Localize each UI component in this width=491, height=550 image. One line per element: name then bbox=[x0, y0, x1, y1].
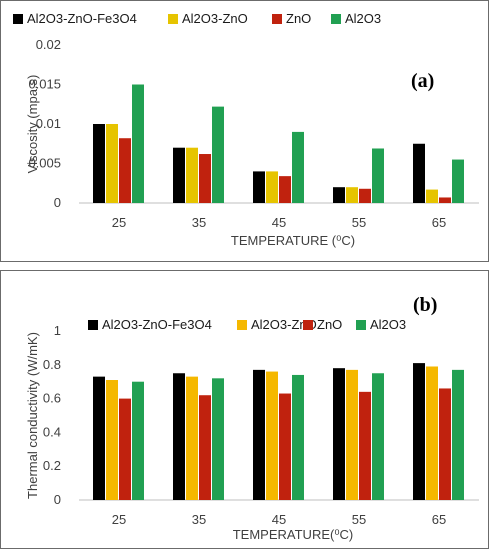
bar bbox=[413, 363, 425, 500]
x-tick-label: 65 bbox=[432, 512, 446, 527]
legend-swatch bbox=[168, 14, 178, 24]
bar bbox=[93, 124, 105, 203]
bar bbox=[452, 369, 464, 500]
bar bbox=[426, 366, 438, 500]
y-axis-title: Thermal conductivity (W/mK) bbox=[25, 332, 40, 499]
y-tick-label: 0.015 bbox=[28, 77, 61, 92]
panel-label: (b) bbox=[413, 294, 437, 316]
x-tick-label: 25 bbox=[112, 512, 126, 527]
bar bbox=[292, 374, 304, 500]
bar bbox=[266, 171, 278, 203]
bar bbox=[132, 84, 144, 203]
y-tick-label: 0 bbox=[54, 195, 61, 210]
legend-label: Al2O3-ZnO-Fe3O4 bbox=[102, 317, 212, 332]
viscosity-chart-panel: 0 0.005 0.01 0.015 0.02 Viscosity (mpa.s) 25 35… bbox=[0, 0, 489, 262]
viscosity-chart: 0 0.005 0.01 0.015 0.02 Viscosity (mpa.s) 25 35… bbox=[13, 11, 479, 248]
legend-label: Al2O3-ZnO bbox=[182, 11, 248, 26]
bar bbox=[186, 147, 198, 203]
bar bbox=[372, 373, 384, 500]
y-tick-label: 0 bbox=[54, 492, 61, 507]
bar bbox=[93, 376, 105, 500]
legend-swatch bbox=[303, 320, 313, 330]
y-tick-label: 0.02 bbox=[36, 37, 61, 52]
legend-label: Al2O3 bbox=[345, 11, 381, 26]
x-tick-label: 35 bbox=[192, 215, 206, 230]
bar bbox=[333, 368, 345, 500]
bar bbox=[212, 106, 224, 203]
y-tick-label: 1 bbox=[54, 323, 61, 338]
y-tick-label: 0.005 bbox=[28, 156, 61, 171]
legend-label: ZnO bbox=[317, 317, 342, 332]
legend-label: Al2O3-ZnO-Fe3O4 bbox=[27, 11, 137, 26]
x-tick-label: 35 bbox=[192, 512, 206, 527]
bar bbox=[106, 124, 118, 203]
bar bbox=[106, 380, 118, 500]
x-tick-label: 45 bbox=[272, 512, 286, 527]
bar bbox=[346, 369, 358, 500]
legend-swatch bbox=[356, 320, 366, 330]
bar bbox=[119, 398, 131, 500]
bar bbox=[439, 197, 451, 203]
bar bbox=[132, 381, 144, 500]
bar bbox=[186, 376, 198, 500]
legend-swatch bbox=[237, 320, 247, 330]
y-tick-label: 0.2 bbox=[43, 458, 61, 473]
bar bbox=[359, 188, 371, 203]
bar bbox=[253, 369, 265, 500]
x-tick-label: 45 bbox=[272, 215, 286, 230]
bar bbox=[199, 395, 211, 500]
y-tick-label: 0.01 bbox=[36, 116, 61, 131]
bar bbox=[359, 391, 371, 500]
bar bbox=[333, 187, 345, 203]
y-tick-label: 0.8 bbox=[43, 357, 61, 372]
bar bbox=[426, 189, 438, 203]
bar bbox=[199, 154, 211, 203]
y-tick-label: 0.6 bbox=[43, 391, 61, 406]
bar bbox=[372, 148, 384, 203]
bar bbox=[279, 393, 291, 500]
bar bbox=[346, 187, 358, 203]
y-tick-label: 0.4 bbox=[43, 424, 61, 439]
legend-swatch bbox=[331, 14, 341, 24]
bar bbox=[439, 388, 451, 500]
legend-swatch bbox=[272, 14, 282, 24]
legend-swatch bbox=[88, 320, 98, 330]
bar bbox=[253, 171, 265, 203]
x-axis-title: TEMPERATURE (⁰C) bbox=[231, 233, 355, 248]
bar bbox=[292, 131, 304, 203]
bar bbox=[212, 378, 224, 500]
bar bbox=[173, 147, 185, 203]
bar bbox=[413, 143, 425, 203]
bar bbox=[279, 176, 291, 203]
x-tick-label: 65 bbox=[432, 215, 446, 230]
x-tick-label: 25 bbox=[112, 215, 126, 230]
panel-label: (a) bbox=[411, 70, 434, 92]
legend-swatch bbox=[13, 14, 23, 24]
bar bbox=[266, 371, 278, 500]
bar bbox=[119, 138, 131, 203]
legend-label: ZnO bbox=[286, 11, 311, 26]
x-tick-label: 55 bbox=[352, 215, 366, 230]
x-axis-title: TEMPERATURE(⁰C) bbox=[233, 527, 354, 542]
legend-label: Al2O3 bbox=[370, 317, 406, 332]
thermal-conductivity-chart-panel: 0 0.2 0.4 0.6 0.8 1 Thermal conductivity (W/mK… bbox=[0, 270, 489, 549]
thermal-conductivity-chart: 0 0.2 0.4 0.6 0.8 1 Thermal conductivity (W/mK… bbox=[25, 294, 479, 542]
bar bbox=[173, 373, 185, 500]
bar bbox=[452, 159, 464, 203]
x-tick-label: 55 bbox=[352, 512, 366, 527]
legend-label: Al2O3-ZnO bbox=[251, 317, 317, 332]
y-axis-title: Viscosity (mpa.s) bbox=[25, 75, 40, 174]
